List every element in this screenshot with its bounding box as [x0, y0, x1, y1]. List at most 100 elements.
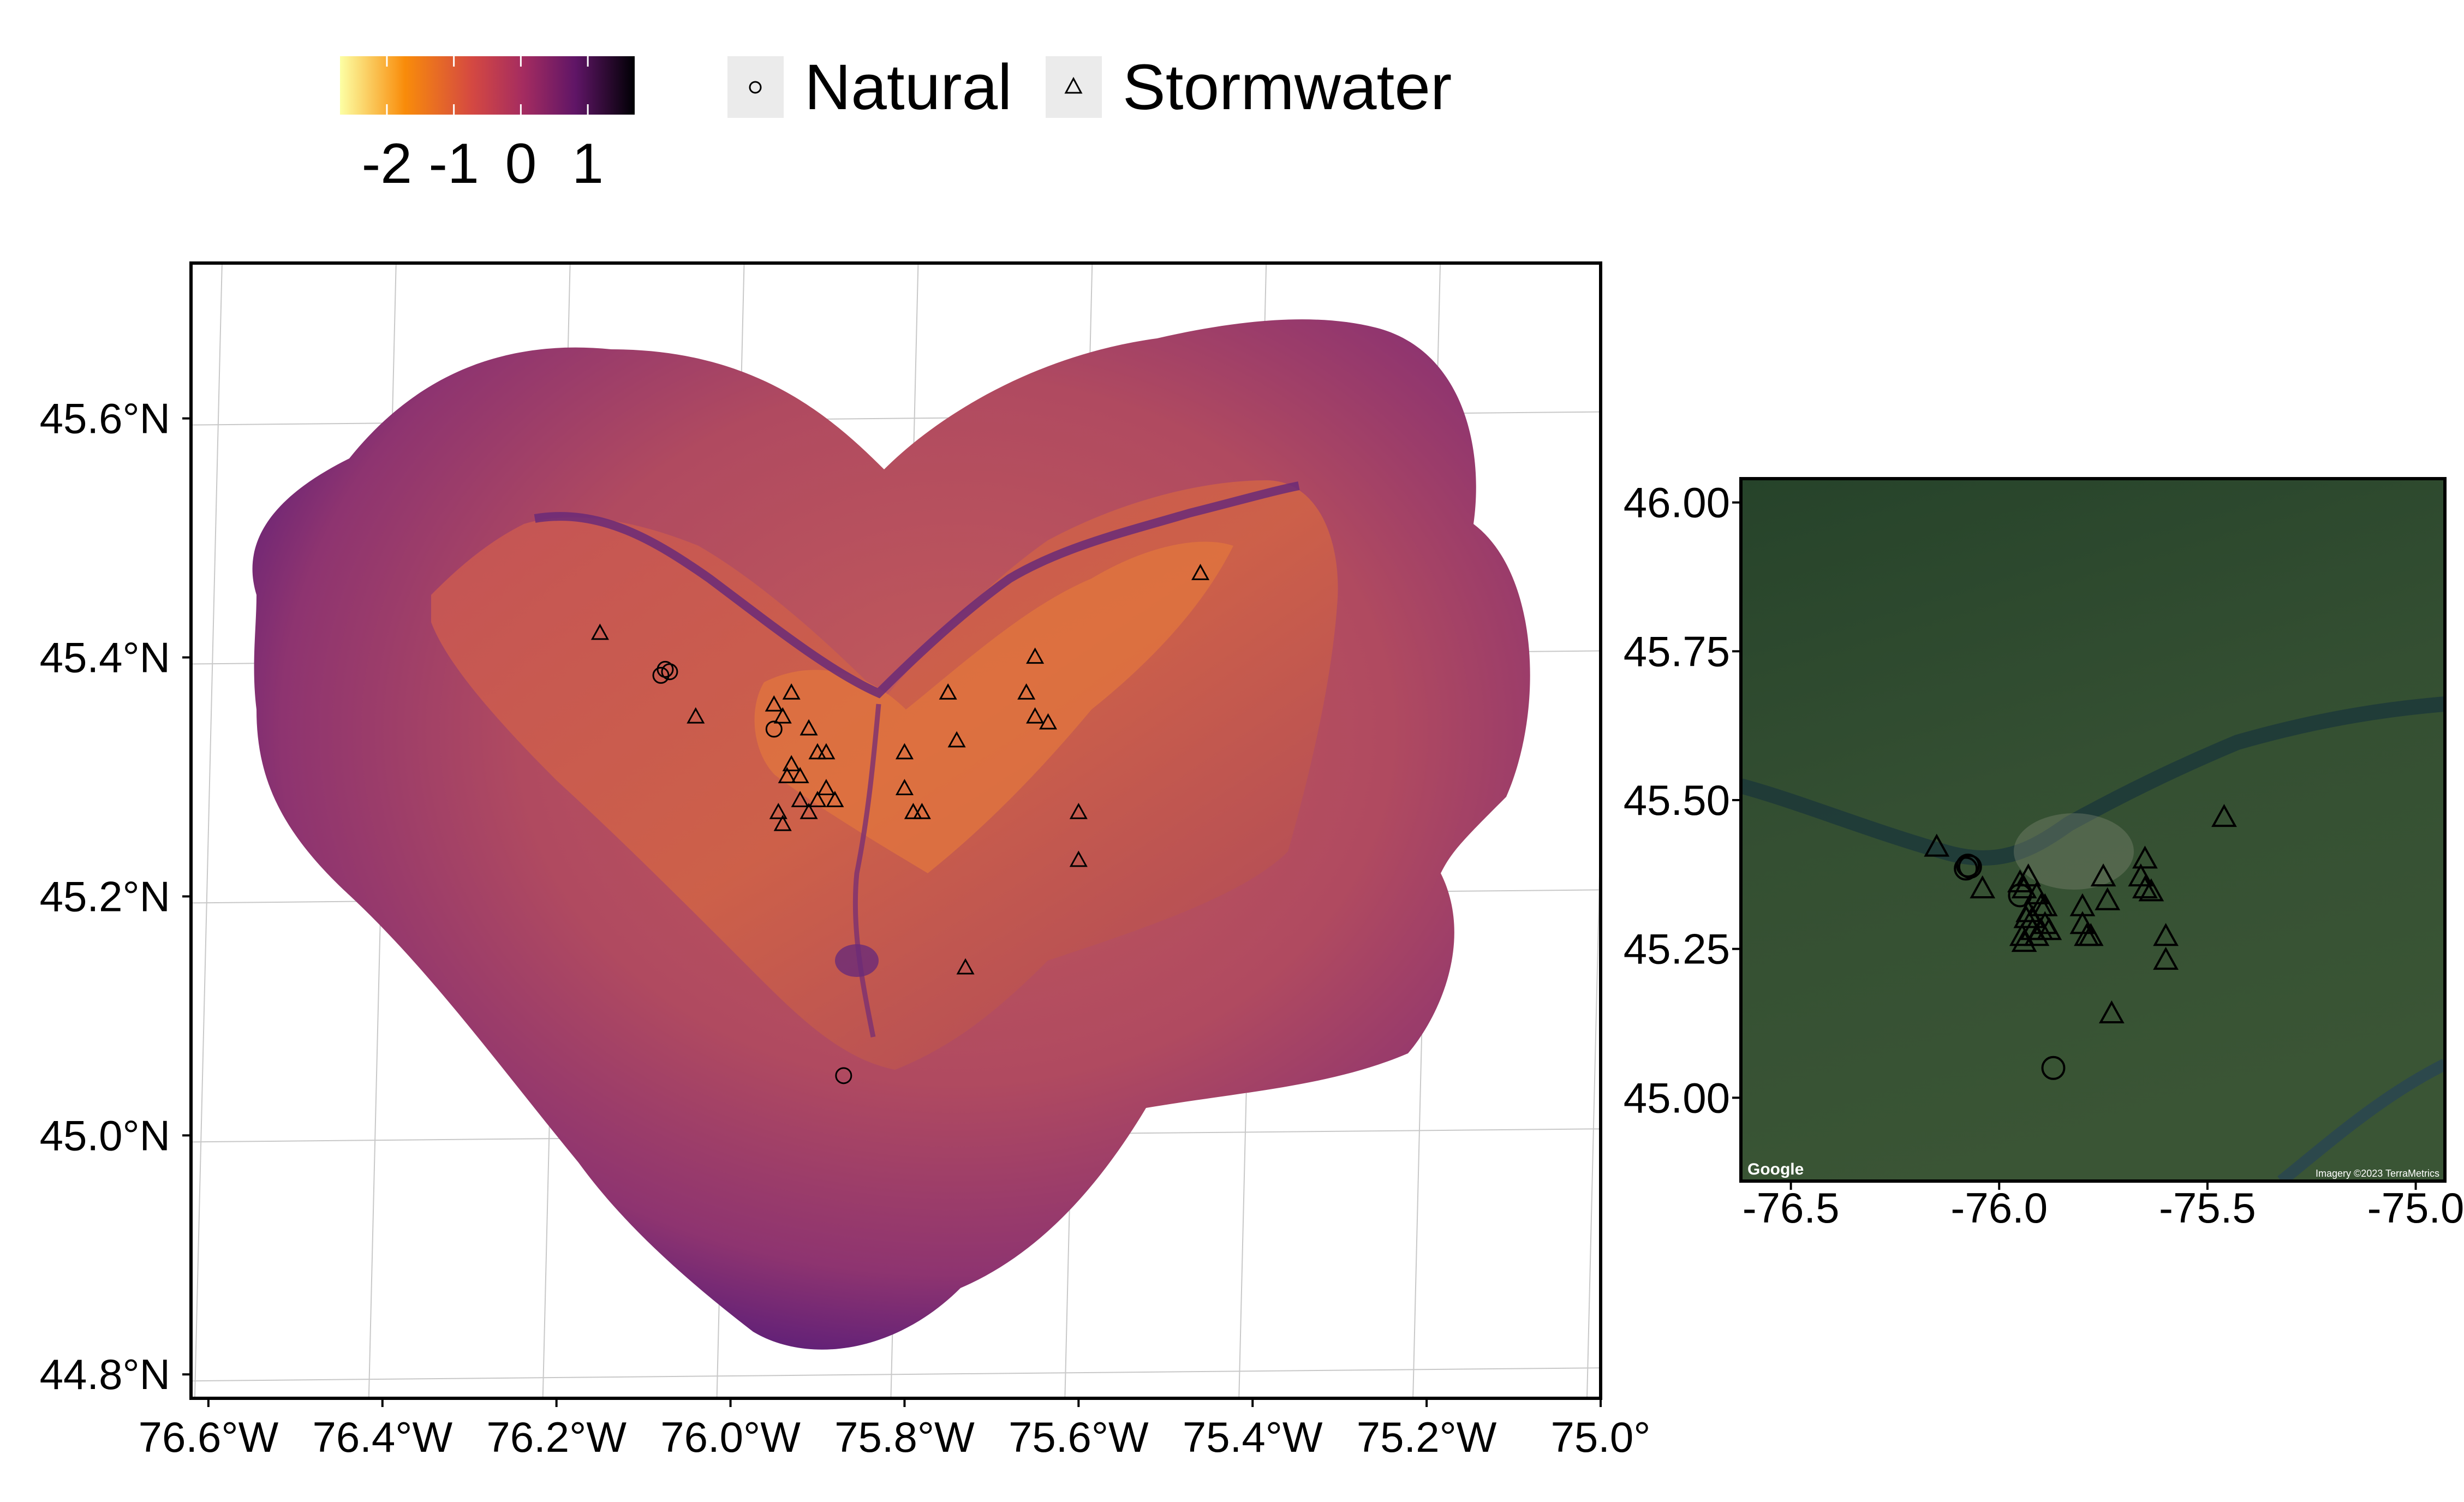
y-tick-label: 44.8°N: [40, 1350, 170, 1398]
stormwater-site-point: [817, 743, 836, 760]
triangle-icon: [1064, 76, 1083, 94]
main-map-panel: 76.6°W 76.4°W 76.2°W 76.0°W 75.8°W 75.6°…: [40, 261, 1651, 1461]
stormwater-site-point: [939, 683, 957, 700]
stormwater-site-point: [2011, 929, 2037, 952]
stormwater-site-point: [947, 731, 966, 748]
graticule-line: [191, 1367, 1601, 1382]
y-tick-label: 45.0°N: [40, 1111, 170, 1159]
stormwater-site-point: [2132, 875, 2158, 898]
stormwater-site-point: [2211, 803, 2237, 827]
stormwater-site-point: [2019, 905, 2045, 928]
legend-key-background: [1046, 56, 1102, 118]
ottawa-river: [534, 481, 1300, 699]
shape-legend: Natural Stormwater: [727, 51, 1452, 123]
stormwater-site-point: [791, 767, 809, 784]
graticule-line: [1586, 808, 1601, 1398]
x-tick-label: 75.4°W: [1183, 1413, 1323, 1461]
lake-feature: [835, 944, 879, 977]
rideau-river: [852, 704, 881, 1038]
inset-x-tick-label: -75.5: [2159, 1184, 2256, 1232]
stormwater-site-point: [956, 958, 975, 975]
stormwater-site-point: [912, 802, 931, 819]
stormwater-site-point: [904, 802, 922, 819]
stormwater-site-point: [2090, 863, 2116, 887]
stormwater-site-point: [800, 719, 818, 736]
stormwater-site-point: [782, 755, 801, 772]
stormwater-site-point: [2153, 923, 2179, 946]
x-tick-label: 76.4°W: [312, 1413, 452, 1461]
stormwater-site-point: [773, 707, 792, 724]
stormwater-site-point: [1924, 833, 1950, 857]
x-tick-label: 76.2°W: [486, 1413, 627, 1461]
stormwater-site-point: [778, 767, 796, 784]
x-tick-label: 76.6°W: [139, 1413, 279, 1461]
stormwater-site-point: [826, 791, 844, 807]
inset-river-south: [2277, 1059, 2445, 1181]
inset-y-tick-label: 45.25: [1624, 925, 1730, 973]
stormwater-site-point: [2011, 875, 2037, 898]
inset-y-tick-label: 46.00: [1624, 479, 1730, 527]
legend-label-stormwater: Stormwater: [1123, 51, 1452, 123]
inset-x-tick-label: -75.0: [2367, 1184, 2464, 1232]
y-tick-label: 45.4°N: [40, 634, 170, 682]
stormwater-site-point: [1026, 647, 1045, 664]
inset-map-frame: [1739, 477, 2447, 1183]
stormwater-site-point: [769, 802, 787, 819]
stormwater-site-point: [1069, 850, 1088, 867]
stormwater-site-point: [895, 779, 914, 795]
natural-site-point: [657, 660, 674, 678]
inset-y-tick-label: 45.50: [1624, 776, 1730, 824]
stormwater-site-point: [2132, 845, 2158, 869]
stormwater-site-point: [2138, 878, 2164, 902]
circle-icon: [749, 81, 762, 94]
inset-y-tick-label: 45.00: [1624, 1074, 1730, 1122]
legend-key-background: [727, 56, 784, 118]
stormwater-site-point: [895, 743, 914, 760]
stormwater-site-point: [2036, 917, 2062, 940]
stormwater-site-point: [1191, 564, 1210, 580]
x-tick-label: 75.6°W: [1009, 1413, 1149, 1461]
colorbar-tick-label: -2: [362, 132, 412, 195]
stormwater-site-point: [687, 707, 705, 724]
colorbar-tick-label: 0: [505, 132, 536, 195]
natural-site-point: [765, 720, 783, 738]
stormwater-site-point: [1026, 707, 1045, 724]
stormwater-site-point: [800, 802, 818, 819]
stormwater-site-point: [817, 779, 836, 795]
x-tick-label: 75.2°W: [1357, 1413, 1497, 1461]
surface-high-zone: [754, 541, 1233, 873]
google-attribution: Google: [1747, 1160, 1804, 1178]
natural-site-point: [2041, 1056, 2066, 1080]
graticule-line: [194, 263, 223, 1398]
inset-x-tick-label: -76.0: [1950, 1184, 2048, 1232]
stormwater-site-point: [1069, 802, 1088, 819]
stormwater-site-point: [1017, 683, 1036, 700]
colorbar: [340, 56, 635, 115]
stormwater-site-point: [1039, 713, 1058, 730]
stormwater-site-point: [808, 791, 827, 807]
main-map-frame: [189, 261, 1602, 1400]
natural-site-point: [661, 663, 678, 681]
imagery-attribution: Imagery ©2023 TerraMetrics: [2316, 1168, 2439, 1179]
main-map-axes: [182, 417, 1602, 1407]
stormwater-site-point: [2078, 923, 2104, 946]
natural-site-point: [835, 1067, 852, 1084]
main-map-points: [590, 564, 1210, 1084]
inset-map-axes: [1732, 501, 2417, 1190]
stormwater-site-point: [590, 623, 609, 640]
stormwater-site-point: [2098, 1000, 2125, 1024]
natural-site-point: [652, 666, 670, 684]
inset-urban-area: [2014, 813, 2134, 890]
legend-label-natural: Natural: [804, 51, 1012, 123]
natural-site-point: [1958, 855, 1982, 879]
inset-map-points: [1924, 803, 2237, 1080]
stormwater-site-point: [773, 814, 792, 831]
color-legend: -2 -1 0 1: [340, 56, 635, 195]
colorbar-tick-label: -1: [428, 132, 479, 195]
inset-river: [1741, 696, 2445, 866]
stormwater-site-point: [808, 743, 827, 760]
inset-x-tick-label: -76.5: [1743, 1184, 1840, 1232]
stormwater-site-point: [1970, 875, 1996, 898]
stormwater-site-point: [782, 683, 801, 700]
